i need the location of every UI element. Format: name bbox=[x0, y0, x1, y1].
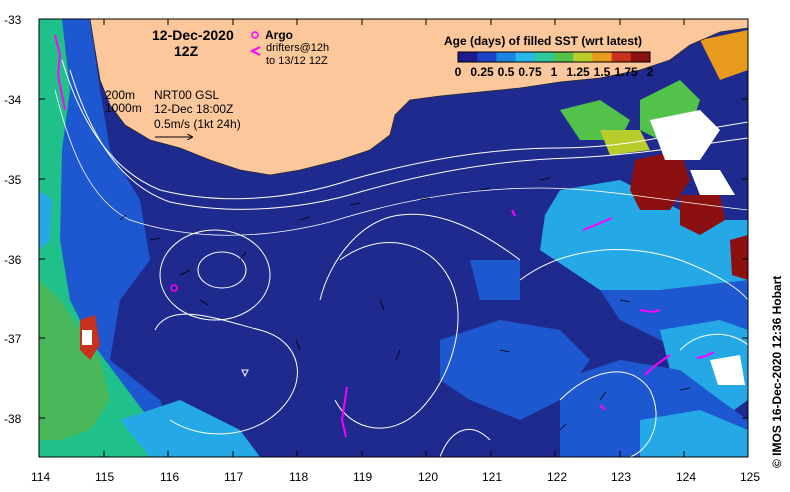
drifter-legend-line1: drifters@12h bbox=[266, 42, 329, 54]
drifter-track bbox=[340, 386, 348, 438]
colorbar-tick-label: 1.75 bbox=[614, 65, 638, 79]
lat-label: -36 bbox=[4, 253, 22, 267]
colorbar-swatch bbox=[554, 52, 574, 62]
colorbar-tick-label: 1.25 bbox=[566, 65, 590, 79]
lat-label: -33 bbox=[4, 13, 22, 27]
contours bbox=[54, 59, 748, 457]
triangle-marker bbox=[241, 369, 249, 378]
colorbar-title: Age (days) of filled SST (wrt latest) bbox=[444, 34, 642, 48]
colorbar-swatch bbox=[630, 52, 651, 62]
lat-label: -38 bbox=[4, 412, 22, 426]
colorbar bbox=[457, 51, 651, 63]
colorbar-tick-label: 0.75 bbox=[518, 65, 542, 79]
lon-label: 116 bbox=[160, 470, 179, 484]
drifter-track bbox=[599, 404, 606, 411]
lat-label: -37 bbox=[4, 332, 22, 346]
colorbar-tick-label: 0 bbox=[455, 65, 462, 79]
argo-legend-label: Argo bbox=[265, 28, 293, 42]
colorbar-ticks: 0 0.25 0.5 0.75 1 1.25 1.5 1.75 2 bbox=[455, 65, 654, 79]
lon-label: 125 bbox=[740, 470, 760, 484]
argo-float-marker bbox=[170, 284, 178, 292]
colorbar-tick-label: 2 bbox=[647, 65, 654, 79]
credit-label: © IMOS 16-Dec-2020 12:36 Hobart bbox=[770, 276, 784, 468]
drifter-track bbox=[54, 34, 66, 111]
drifter-track bbox=[696, 351, 715, 359]
depth-contour-label: 1000m bbox=[105, 101, 142, 115]
drifter-track bbox=[639, 309, 661, 314]
lon-axis: 114 115 116 117 118 119 120 121 122 123 … bbox=[31, 19, 760, 484]
colorbar-tick-label: 0.5 bbox=[498, 65, 515, 79]
lon-label: 118 bbox=[289, 470, 308, 484]
lon-label: 115 bbox=[95, 470, 114, 484]
altimetry-product: NRT00 GSL bbox=[154, 88, 219, 102]
altimetry-date: 12-Dec 18:00Z bbox=[154, 102, 233, 116]
colorbar-swatch bbox=[573, 52, 593, 62]
lon-label: 124 bbox=[676, 470, 696, 484]
argo-legend-icon bbox=[251, 31, 259, 39]
drifter-tracks bbox=[54, 34, 715, 438]
lat-axis: -33 -34 -35 -36 -37 -38 bbox=[4, 13, 748, 426]
drifter-legend-icon bbox=[249, 46, 261, 56]
current-vectors bbox=[119, 177, 691, 431]
colorbar-swatch bbox=[611, 52, 632, 62]
lon-label: 122 bbox=[547, 470, 567, 484]
lon-label: 123 bbox=[611, 470, 631, 484]
drifter-legend-line2: to 13/12 12Z bbox=[266, 55, 328, 67]
plot-frame bbox=[38, 18, 749, 458]
colorbar-tick-label: 1 bbox=[551, 65, 558, 79]
map-date: 12-Dec-2020 bbox=[152, 27, 234, 43]
map-time: 12Z bbox=[174, 43, 199, 59]
colorbar-swatch bbox=[592, 52, 613, 62]
drifter-track bbox=[582, 217, 613, 231]
drifter-track bbox=[644, 354, 671, 376]
lon-label: 120 bbox=[418, 470, 438, 484]
lon-label: 119 bbox=[353, 470, 372, 484]
lon-label: 121 bbox=[482, 470, 502, 484]
colorbar-swatch bbox=[458, 52, 478, 62]
drifter-track bbox=[511, 209, 516, 217]
vector-scale-label: 0.5m/s (1kt 24h) bbox=[154, 117, 241, 131]
colorbar-swatch bbox=[477, 52, 497, 62]
colorbar-tick-label: 1.5 bbox=[594, 65, 611, 79]
colorbar-swatch bbox=[515, 52, 536, 62]
depth-contour-label: 200m bbox=[105, 88, 135, 102]
lon-label: 114 bbox=[31, 470, 50, 484]
colorbar-swatch bbox=[496, 52, 517, 62]
lat-label: -34 bbox=[4, 93, 22, 107]
colorbar-swatch bbox=[534, 52, 555, 62]
lon-label: 117 bbox=[224, 470, 243, 484]
colorbar-tick-label: 0.25 bbox=[470, 65, 494, 79]
lat-label: -35 bbox=[4, 173, 22, 187]
colorbar-frame bbox=[457, 51, 651, 63]
